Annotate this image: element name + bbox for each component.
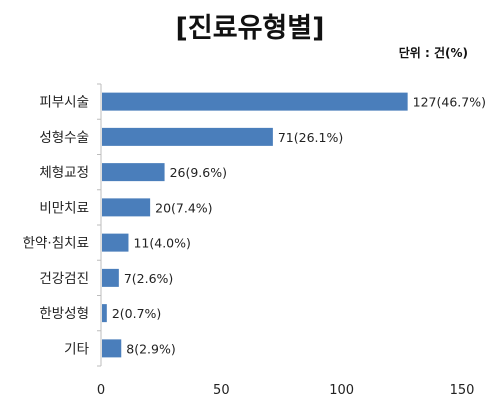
category-label: 한방성형	[39, 306, 89, 322]
data-label: 20(7.4%)	[155, 200, 212, 215]
category-label: 건강검진	[39, 271, 89, 287]
unit-label: 단위 : 건(%)	[398, 46, 468, 60]
category-label: 기타	[64, 341, 89, 357]
x-tick-label: 0	[97, 383, 105, 398]
bar	[102, 92, 408, 111]
data-label: 11(4.0%)	[133, 236, 190, 251]
bar	[102, 268, 119, 287]
bar	[102, 198, 151, 217]
chart-title: [진료유형별]	[175, 13, 325, 44]
bar	[102, 233, 129, 252]
bar	[102, 304, 107, 323]
x-tick-label: 50	[213, 383, 230, 398]
category-label: 성형수술	[39, 130, 89, 146]
x-tick-label: 100	[329, 383, 354, 398]
data-label: 2(0.7%)	[112, 306, 161, 321]
data-label: 7(2.6%)	[124, 271, 173, 286]
bar	[102, 163, 165, 182]
data-label: 8(2.9%)	[126, 341, 175, 356]
data-label: 71(26.1%)	[278, 130, 343, 145]
category-label: 체형교정	[39, 165, 89, 181]
category-label: 비만치료	[39, 200, 89, 216]
category-label: 한약·침치료	[23, 236, 89, 252]
data-label: 127(46.7%)	[413, 95, 486, 110]
bar	[102, 339, 122, 358]
data-label: 26(9.6%)	[170, 165, 227, 180]
bar	[102, 127, 273, 146]
x-tick-label: 150	[450, 383, 475, 398]
category-label: 피부시술	[39, 95, 89, 111]
